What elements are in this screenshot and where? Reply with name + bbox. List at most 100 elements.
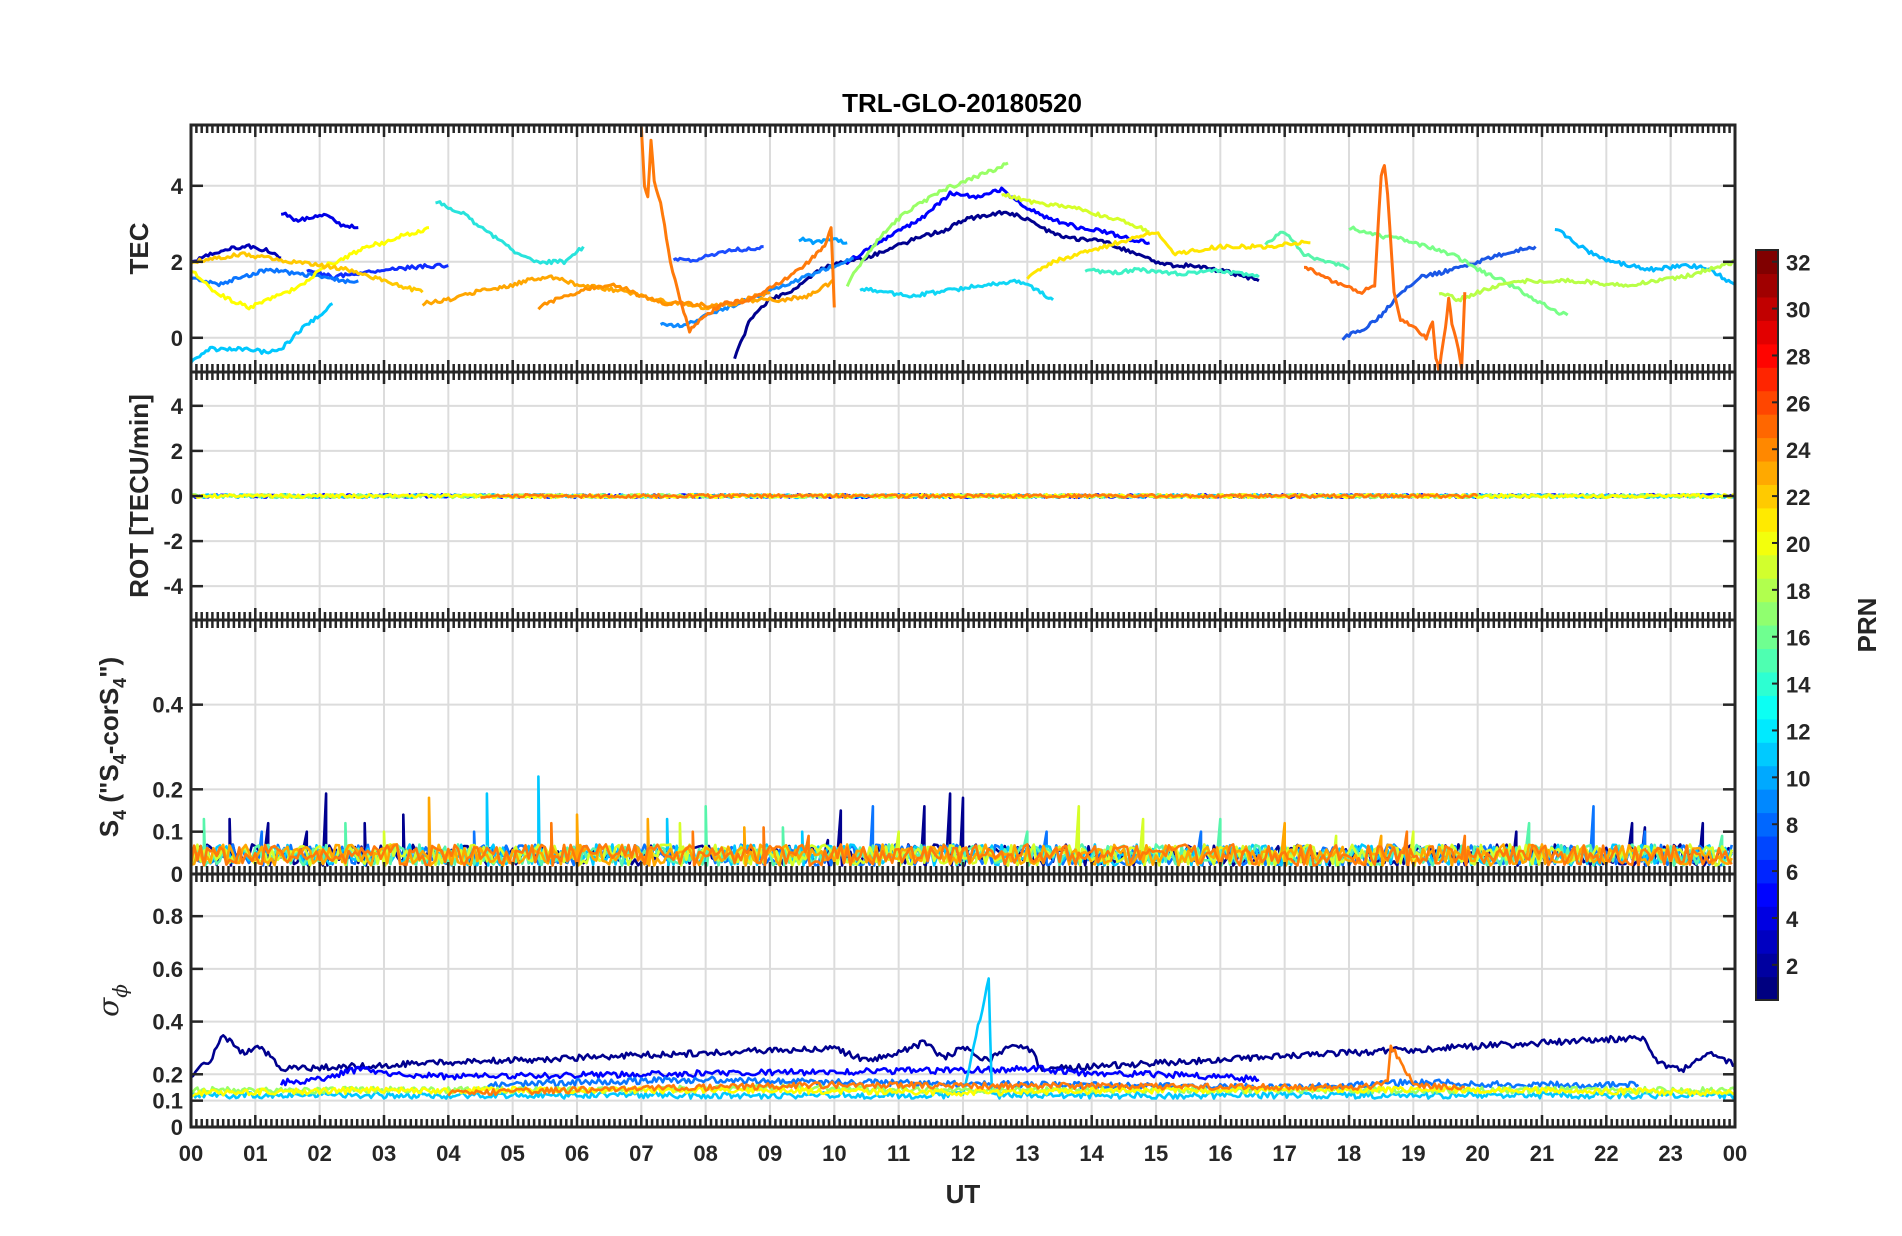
series-prn-7 [1341, 245, 1537, 341]
x-ticks-rot [189, 372, 1737, 620]
y-axis-label-tec: TEC [124, 222, 154, 274]
series-prn-26 [191, 821, 1733, 867]
colorbar-tick-label: 2 [1786, 954, 1798, 979]
y-tick-label: 0 [171, 484, 183, 509]
x-tick-label: 13 [1015, 1141, 1039, 1166]
x-tick-label: 00 [1723, 1141, 1747, 1166]
series-prn-9 [659, 256, 855, 329]
colorbar-segment [1756, 859, 1778, 884]
colorbar-tick-label: 28 [1786, 344, 1810, 369]
grid-s4 [190, 620, 1736, 875]
series-prn-13 [859, 278, 1055, 301]
y-tick-label: 0.6 [152, 957, 183, 982]
colorbar-tick-label: 26 [1786, 391, 1810, 416]
series-prn-26 [639, 126, 836, 334]
grid-tec [190, 125, 1736, 372]
colorbar-tick-label: 20 [1786, 532, 1810, 557]
series-prn-6 [672, 245, 764, 263]
series-group-tec [191, 126, 1735, 372]
series-prn-21 [191, 1085, 1735, 1098]
colorbar-tick-label: 24 [1786, 438, 1811, 463]
series-prn-5 [306, 262, 449, 281]
series-prn-25 [537, 282, 771, 311]
series-prn-14 [435, 200, 585, 266]
x-tick-label: 23 [1658, 1141, 1682, 1166]
series-prn-8 [191, 267, 359, 288]
series-prn-24 [421, 274, 835, 311]
colorbar-tick-label: 30 [1786, 298, 1810, 323]
series-prn-17 [1348, 225, 1569, 317]
colorbar-tick-label: 14 [1786, 673, 1811, 698]
x-tick-label: 01 [243, 1141, 267, 1166]
colorbar-box [1755, 249, 1779, 1001]
x-tick-label: 02 [307, 1141, 331, 1166]
series-prn-23 [191, 251, 424, 294]
y-tick-label: 0 [171, 326, 183, 351]
y-tick-label: 0 [171, 1115, 183, 1140]
x-axis-label: UT [946, 1179, 981, 1209]
colorbar-segment [1756, 531, 1778, 556]
series-group-rot [191, 492, 1735, 500]
series-prn-20 [1001, 192, 1150, 234]
x-tick-label: 17 [1272, 1141, 1296, 1166]
colorbar-segment [1756, 976, 1778, 1001]
series-group-sigma_phi [191, 977, 1735, 1100]
colorbar-segment [1756, 437, 1778, 462]
x-tick-label: 15 [1144, 1141, 1168, 1166]
y-tick-label: 0 [171, 862, 183, 887]
series-prn-4 [279, 1064, 1260, 1087]
series-prn-11 [1554, 228, 1735, 286]
colorbar-segment [1756, 460, 1778, 485]
y-tick-label: 4 [171, 394, 184, 419]
y-tick-label: -2 [163, 529, 183, 554]
colorbar-segment [1756, 320, 1778, 345]
x-ticks-sigma_phi [189, 874, 1737, 1127]
series-prn-12 [191, 302, 334, 364]
y-tick-label: -4 [163, 574, 183, 599]
colorbar-tick-label: 10 [1786, 766, 1810, 791]
colorbar-segment [1756, 765, 1778, 790]
series-prn-8 [486, 1075, 1640, 1092]
colorbar-segment [1756, 507, 1778, 532]
series-prn-18 [845, 161, 1009, 288]
y-tick-label: 0.1 [152, 1089, 183, 1114]
colorbar-segment [1756, 695, 1778, 720]
x-tick-label: 09 [758, 1141, 782, 1166]
colorbar-segment [1756, 601, 1778, 626]
colorbar-segment [1756, 648, 1778, 673]
panel-s4: 0 0.1 0.2 0.4 S4 ("S4-corS4") [94, 618, 1737, 887]
figure-title: TRL-GLO-20180520 [842, 88, 1082, 118]
series-prn-21 [191, 226, 430, 311]
x-tick-label: 19 [1401, 1141, 1425, 1166]
colorbar-tick-label: 22 [1786, 485, 1810, 510]
grid-rot [190, 372, 1736, 620]
colorbar-segment [1756, 812, 1778, 837]
colorbar-segment [1756, 554, 1778, 579]
series-group-s4 [191, 775, 1734, 867]
series-prn-2 [191, 243, 282, 265]
series-prn-1 [191, 1034, 1735, 1079]
x-tick-label: 05 [500, 1141, 524, 1166]
colorbar-tick-label: 32 [1786, 251, 1810, 276]
colorbar-tick-label: 18 [1786, 579, 1810, 604]
panel-tec: 0 2 4 TEC [124, 123, 1737, 374]
y-tick-label: 2 [171, 439, 183, 464]
colorbar-segment [1756, 414, 1778, 439]
x-ticks-tec [189, 125, 1737, 372]
colorbar-segment [1756, 882, 1778, 907]
x-tick-label: 11 [887, 1141, 910, 1166]
colorbar-tick-label: 8 [1786, 813, 1798, 838]
x-tick-label: 04 [436, 1141, 461, 1166]
colorbar-segment [1756, 906, 1778, 931]
colorbar-segment [1756, 835, 1778, 860]
x-tick-labels: 00 01 02 03 04 05 06 07 08 09 10 11 12 13 14 15 16 17 18 19… [179, 1141, 1747, 1166]
y-tick-label: 0.2 [152, 1062, 183, 1087]
x-tick-label: 18 [1337, 1141, 1361, 1166]
x-tick-label: 06 [565, 1141, 589, 1166]
colorbar-segment [1756, 296, 1778, 321]
colorbar-segment [1756, 343, 1778, 368]
colorbar-segment [1756, 789, 1778, 814]
x-tick-label: 07 [629, 1141, 653, 1166]
series-prn-15 [1084, 266, 1260, 279]
